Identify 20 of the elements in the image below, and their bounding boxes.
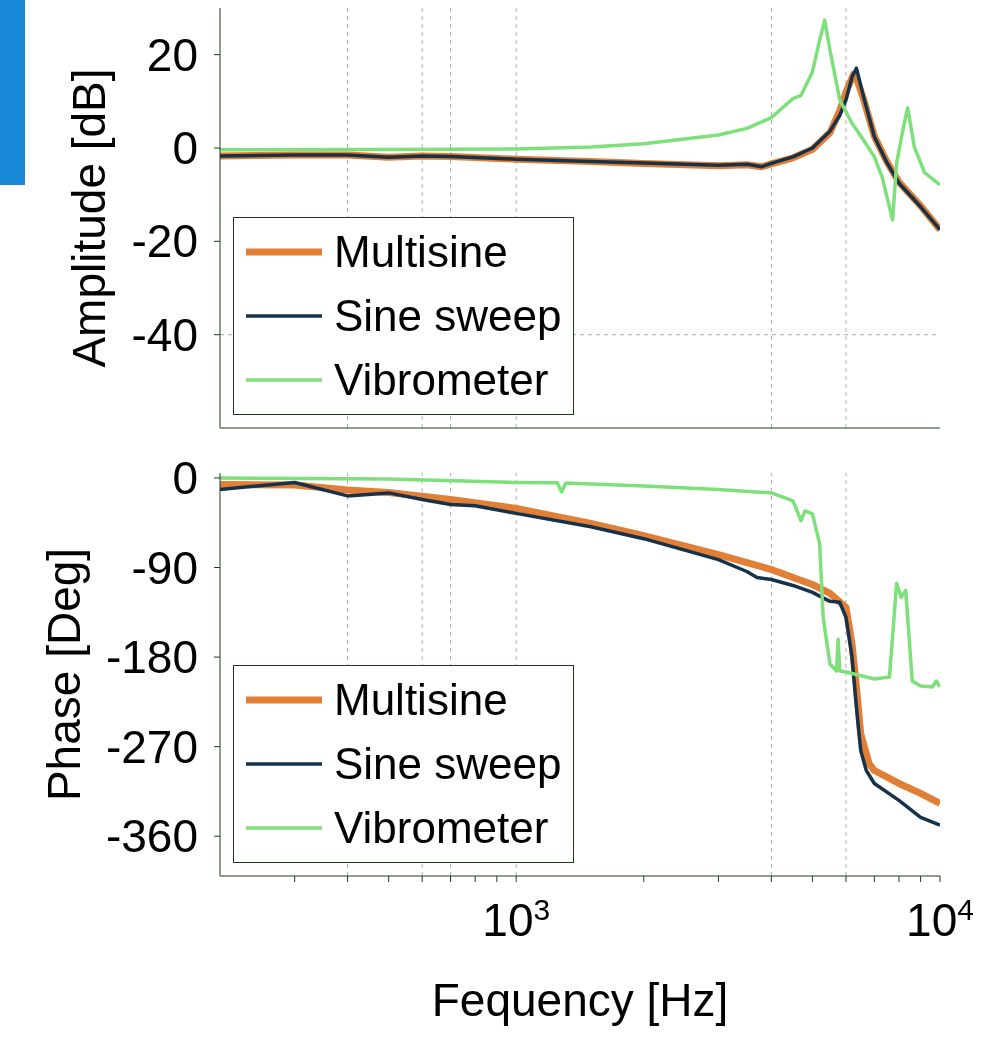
y-axis-title: Amplitude [dB]: [63, 68, 116, 368]
legend-label: Sine sweep: [334, 291, 562, 341]
y-tick-label: -90: [131, 541, 198, 594]
y-tick-label: -40: [131, 308, 198, 361]
y-tick-label: -270: [105, 720, 198, 773]
x-axis-title: Fequency [Hz]: [431, 974, 729, 1026]
x-tick-label: 10$^{3}$: [482, 892, 551, 946]
y-tick-label: 0: [172, 451, 198, 504]
legend-label: Sine sweep: [334, 739, 562, 789]
y-tick-label: 20: [146, 28, 198, 81]
legend-label: Vibrometer: [334, 803, 549, 853]
legend-label: Vibrometer: [334, 355, 549, 405]
y-tick-label: -20: [131, 215, 198, 268]
legend-label: Multisine: [334, 227, 508, 277]
y-tick-label: -360: [105, 810, 198, 863]
y-tick-label: -180: [105, 631, 198, 684]
y-axis-title: Phase [Deg]: [37, 547, 90, 802]
x-tick-label: 10$^{4}$: [906, 892, 974, 946]
y-tick-label: 0: [172, 122, 198, 174]
legend-label: Multisine: [334, 675, 508, 725]
